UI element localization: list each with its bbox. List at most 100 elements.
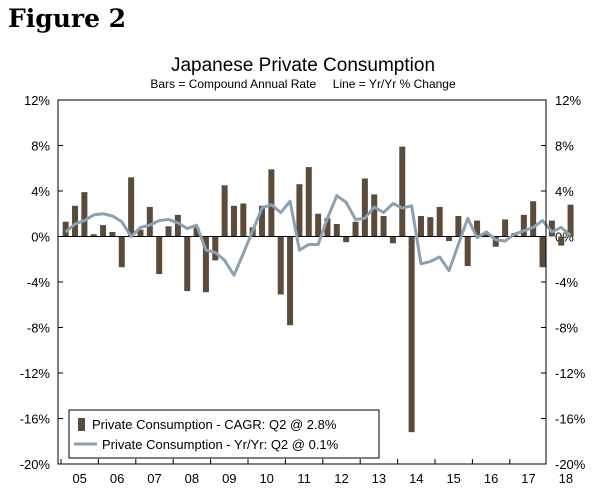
cagr-bar [399,146,406,237]
cagr-bar [296,184,303,237]
x-tick-label: 16 [484,471,498,486]
cagr-bar [137,229,144,237]
cagr-bar [100,225,107,237]
cagr-bar [118,236,125,268]
cagr-bar [259,205,266,237]
cagr-bar [72,205,79,237]
y-tick-label-left: -4% [27,275,51,290]
x-tick-label: 09 [222,471,236,486]
cagr-bar [184,236,191,292]
y-tick-label-right: -12% [555,366,586,381]
cagr-bar [174,214,181,237]
cagr-bar [530,201,537,237]
cagr-bar [324,218,331,237]
left-y-axis: 12% 8% 4% 0% -4% -8% -12% -16% -20% [20,93,63,472]
right-y-axis: 12%8%4%0%-4%-8%-12%-16%-20% [541,93,586,472]
cagr-bar [520,214,527,237]
cagr-bar [90,234,97,237]
y-tick-label-right: 4% [555,184,574,199]
cagr-bar [446,236,453,242]
cagr-bar [305,167,312,237]
y-tick-label-left: 12% [24,93,50,108]
cagr-bar [212,236,219,261]
cagr-bar [539,236,546,268]
x-tick-label: 07 [147,471,161,486]
cagr-bar [464,236,471,267]
yoy-line [64,194,572,277]
y-tick-label-right: -16% [555,412,586,427]
plot-border [57,99,547,465]
cagr-bar [408,236,415,433]
legend-bar-swatch [78,418,85,431]
cagr-bar [287,236,294,326]
figure-label: Figure 2 [8,4,127,33]
y-tick-label-left: 4% [31,184,50,199]
cagr-bar [202,236,209,293]
cagr-bar [221,185,228,237]
cagr-bar [502,219,509,237]
y-tick-label-right: -8% [555,321,579,336]
cagr-bar [146,206,153,237]
cagr-bar [436,206,443,237]
cagr-bar [62,221,69,237]
x-axis: 05 06 07 08 09 10 11 12 13 14 15 16 17 18 [60,459,573,486]
legend-bar-label: Private Consumption - CAGR: Q2 @ 2.8% [92,417,337,432]
x-tick-label: 17 [521,471,535,486]
cagr-bar [455,216,462,237]
x-tick-label: 08 [185,471,199,486]
cagr-bar [109,231,116,237]
cagr-bar [558,236,565,246]
cagr-bar [333,223,340,237]
cagr-bar [352,221,359,237]
legend: Private Consumption - CAGR: Q2 @ 2.8% Pr… [68,409,380,459]
y-tick-label-left: -12% [20,366,51,381]
x-tick-label: 10 [259,471,273,486]
cagr-bar [492,236,499,247]
x-tick-label: 11 [297,471,311,486]
x-tick-label: 14 [409,471,423,486]
cagr-bar [165,226,172,237]
cagr-bar [427,217,434,237]
plot-frame [57,99,547,465]
cagr-bar [343,236,350,243]
cagr-bar [81,192,88,237]
y-tick-label-right: 12% [555,93,581,108]
x-tick-label: 15 [446,471,460,486]
cagr-bar [483,234,490,237]
x-tick-label: 06 [110,471,124,486]
legend-line-label: Private Consumption - Yr/Yr: Q2 @ 0.1% [102,437,339,452]
y-tick-label-left: -8% [27,321,51,336]
cagr-bars [62,146,574,433]
cagr-bar [240,203,247,237]
cagr-bar [193,227,200,237]
y-tick-label-right: -20% [555,457,586,472]
cagr-bar [417,216,424,237]
cagr-bar [268,169,275,237]
cagr-bar [548,220,555,237]
yoy-line-series [64,194,572,277]
x-tick-label: 12 [334,471,348,486]
y-tick-label-left: -16% [20,412,51,427]
cagr-bar [474,220,481,237]
cagr-bar [156,236,163,275]
x-tick-label: 13 [372,471,386,486]
y-tick-label-left: 0% [31,230,50,245]
cagr-bar [380,216,387,237]
y-tick-label-right: -4% [555,275,579,290]
x-tick-label: 05 [72,471,86,486]
cagr-bar [371,194,378,237]
cagr-bar [277,236,284,295]
y-tick-label-left: 8% [31,139,50,154]
cagr-bar [389,236,396,244]
cagr-bar [567,204,574,237]
chart-title: Japanese Private Consumption [171,55,435,76]
cagr-bar [361,178,368,237]
cagr-bar [128,177,135,237]
x-tick-label: 18 [559,471,573,486]
legend-box [68,409,380,459]
cagr-bar [315,213,322,237]
chart-subtitle: Bars = Compound Annual Rate Line = Yr/Yr… [150,77,456,91]
cagr-bar [230,205,237,237]
y-tick-label-right: 8% [555,139,574,154]
